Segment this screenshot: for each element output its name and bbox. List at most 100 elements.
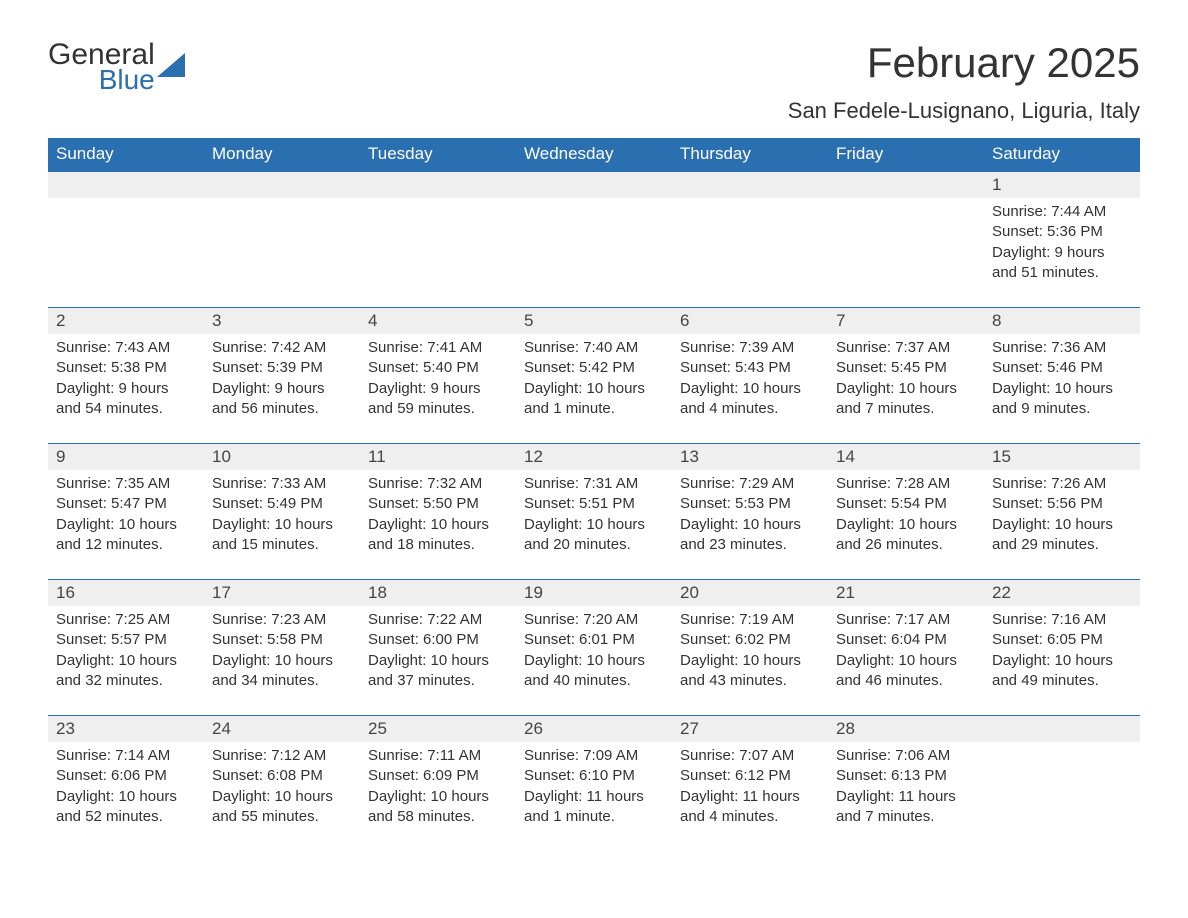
sunset-text: Sunset: 5:38 PM	[56, 358, 196, 378]
day-content: Sunrise: 7:32 AMSunset: 5:50 PMDaylight:…	[360, 470, 516, 579]
sunset-text: Sunset: 6:06 PM	[56, 766, 196, 786]
day-number: 19	[516, 580, 672, 606]
daylight-text: Daylight: 11 hours and 1 minute.	[524, 787, 664, 828]
daylight-text: Daylight: 10 hours and 55 minutes.	[212, 787, 352, 828]
weekday-cell: Saturday	[984, 138, 1140, 171]
day-number: 6	[672, 308, 828, 334]
day-content: Sunrise: 7:17 AMSunset: 6:04 PMDaylight:…	[828, 606, 984, 715]
day-content: Sunrise: 7:43 AMSunset: 5:38 PMDaylight:…	[48, 334, 204, 443]
day-content	[516, 198, 672, 307]
sunrise-text: Sunrise: 7:33 AM	[212, 474, 352, 494]
daylight-text: Daylight: 10 hours and 15 minutes.	[212, 515, 352, 556]
weekday-cell: Sunday	[48, 138, 204, 171]
sunset-text: Sunset: 5:43 PM	[680, 358, 820, 378]
logo-triangle-icon	[157, 53, 185, 77]
weekday-header: SundayMondayTuesdayWednesdayThursdayFrid…	[48, 138, 1140, 171]
sunset-text: Sunset: 5:39 PM	[212, 358, 352, 378]
day-number: 8	[984, 308, 1140, 334]
day-content: Sunrise: 7:33 AMSunset: 5:49 PMDaylight:…	[204, 470, 360, 579]
daylight-text: Daylight: 10 hours and 46 minutes.	[836, 651, 976, 692]
daylight-text: Daylight: 10 hours and 4 minutes.	[680, 379, 820, 420]
sunset-text: Sunset: 6:08 PM	[212, 766, 352, 786]
sunset-text: Sunset: 6:12 PM	[680, 766, 820, 786]
day-number: 27	[672, 716, 828, 742]
day-number: 3	[204, 308, 360, 334]
weekday-cell: Monday	[204, 138, 360, 171]
sunset-text: Sunset: 6:09 PM	[368, 766, 508, 786]
daylight-text: Daylight: 10 hours and 18 minutes.	[368, 515, 508, 556]
day-number	[360, 172, 516, 198]
sunrise-text: Sunrise: 7:44 AM	[992, 202, 1132, 222]
day-number: 24	[204, 716, 360, 742]
day-number: 7	[828, 308, 984, 334]
daylight-text: Daylight: 10 hours and 12 minutes.	[56, 515, 196, 556]
day-content: Sunrise: 7:42 AMSunset: 5:39 PMDaylight:…	[204, 334, 360, 443]
day-number	[48, 172, 204, 198]
day-content: Sunrise: 7:25 AMSunset: 5:57 PMDaylight:…	[48, 606, 204, 715]
day-content: Sunrise: 7:12 AMSunset: 6:08 PMDaylight:…	[204, 742, 360, 851]
day-content: Sunrise: 7:16 AMSunset: 6:05 PMDaylight:…	[984, 606, 1140, 715]
daylight-text: Daylight: 10 hours and 34 minutes.	[212, 651, 352, 692]
day-number	[984, 716, 1140, 742]
sunset-text: Sunset: 5:49 PM	[212, 494, 352, 514]
day-number: 26	[516, 716, 672, 742]
day-content: Sunrise: 7:19 AMSunset: 6:02 PMDaylight:…	[672, 606, 828, 715]
day-number: 15	[984, 444, 1140, 470]
sunrise-text: Sunrise: 7:42 AM	[212, 338, 352, 358]
day-number: 16	[48, 580, 204, 606]
day-number: 2	[48, 308, 204, 334]
sunrise-text: Sunrise: 7:06 AM	[836, 746, 976, 766]
day-number: 20	[672, 580, 828, 606]
week-row: 1Sunrise: 7:44 AMSunset: 5:36 PMDaylight…	[48, 171, 1140, 307]
day-content: Sunrise: 7:36 AMSunset: 5:46 PMDaylight:…	[984, 334, 1140, 443]
day-number: 21	[828, 580, 984, 606]
day-content: Sunrise: 7:28 AMSunset: 5:54 PMDaylight:…	[828, 470, 984, 579]
sunrise-text: Sunrise: 7:28 AM	[836, 474, 976, 494]
sunrise-text: Sunrise: 7:09 AM	[524, 746, 664, 766]
day-content: Sunrise: 7:35 AMSunset: 5:47 PMDaylight:…	[48, 470, 204, 579]
day-number: 28	[828, 716, 984, 742]
day-number: 18	[360, 580, 516, 606]
day-content: Sunrise: 7:14 AMSunset: 6:06 PMDaylight:…	[48, 742, 204, 851]
daylight-text: Daylight: 10 hours and 7 minutes.	[836, 379, 976, 420]
sunset-text: Sunset: 5:42 PM	[524, 358, 664, 378]
sunrise-text: Sunrise: 7:19 AM	[680, 610, 820, 630]
sunset-text: Sunset: 6:13 PM	[836, 766, 976, 786]
day-content: Sunrise: 7:07 AMSunset: 6:12 PMDaylight:…	[672, 742, 828, 851]
week-row: 232425262728Sunrise: 7:14 AMSunset: 6:06…	[48, 715, 1140, 851]
day-number: 11	[360, 444, 516, 470]
daylight-text: Daylight: 9 hours and 56 minutes.	[212, 379, 352, 420]
day-number	[828, 172, 984, 198]
day-number: 9	[48, 444, 204, 470]
day-content	[360, 198, 516, 307]
day-content: Sunrise: 7:37 AMSunset: 5:45 PMDaylight:…	[828, 334, 984, 443]
sunset-text: Sunset: 5:45 PM	[836, 358, 976, 378]
day-number: 13	[672, 444, 828, 470]
sunset-text: Sunset: 5:54 PM	[836, 494, 976, 514]
day-number	[204, 172, 360, 198]
sunrise-text: Sunrise: 7:36 AM	[992, 338, 1132, 358]
daylight-text: Daylight: 10 hours and 37 minutes.	[368, 651, 508, 692]
daylight-text: Daylight: 11 hours and 7 minutes.	[836, 787, 976, 828]
day-content: Sunrise: 7:06 AMSunset: 6:13 PMDaylight:…	[828, 742, 984, 851]
sunrise-text: Sunrise: 7:17 AM	[836, 610, 976, 630]
sunrise-text: Sunrise: 7:25 AM	[56, 610, 196, 630]
weekday-cell: Tuesday	[360, 138, 516, 171]
daylight-text: Daylight: 10 hours and 58 minutes.	[368, 787, 508, 828]
title-block: February 2025 San Fedele-Lusignano, Ligu…	[788, 40, 1140, 124]
sunrise-text: Sunrise: 7:22 AM	[368, 610, 508, 630]
day-number: 17	[204, 580, 360, 606]
daylight-text: Daylight: 9 hours and 51 minutes.	[992, 243, 1132, 284]
month-title: February 2025	[788, 40, 1140, 86]
day-content: Sunrise: 7:44 AMSunset: 5:36 PMDaylight:…	[984, 198, 1140, 307]
week-row: 9101112131415Sunrise: 7:35 AMSunset: 5:4…	[48, 443, 1140, 579]
sunset-text: Sunset: 6:05 PM	[992, 630, 1132, 650]
sunset-text: Sunset: 6:00 PM	[368, 630, 508, 650]
sunset-text: Sunset: 5:36 PM	[992, 222, 1132, 242]
logo: General Blue	[48, 40, 185, 94]
daylight-text: Daylight: 10 hours and 20 minutes.	[524, 515, 664, 556]
day-content	[48, 198, 204, 307]
daylight-text: Daylight: 10 hours and 26 minutes.	[836, 515, 976, 556]
daylight-text: Daylight: 10 hours and 23 minutes.	[680, 515, 820, 556]
sunset-text: Sunset: 5:47 PM	[56, 494, 196, 514]
